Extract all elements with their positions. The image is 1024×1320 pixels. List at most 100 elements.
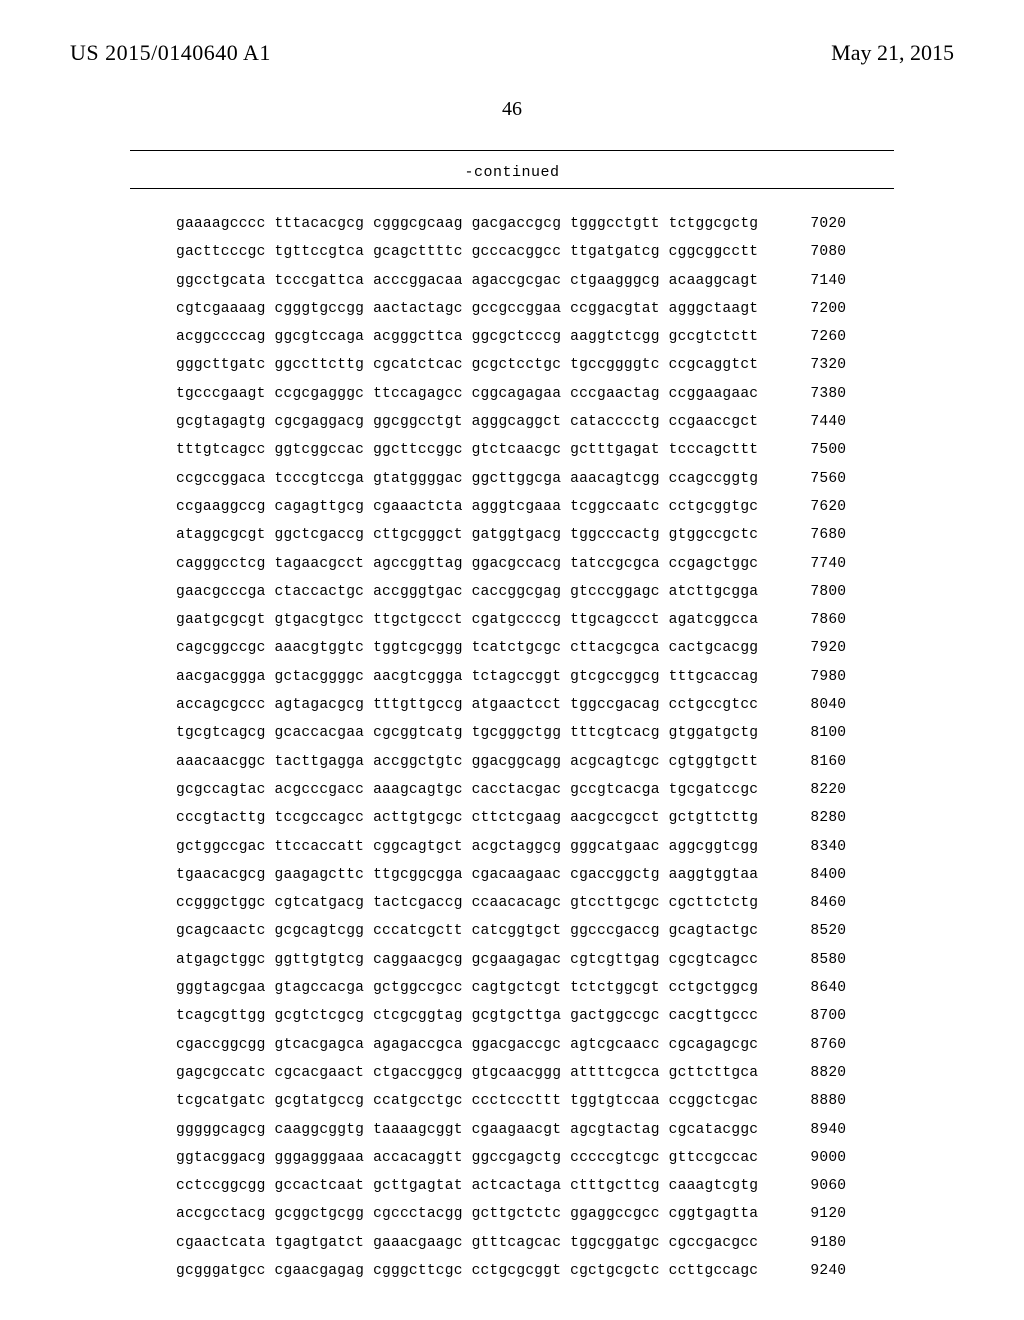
sequence-row: cgaccggcgg gtcacgagca agagaccgca ggacgac… xyxy=(176,1031,846,1059)
sequence-groups: ggtacggacg gggagggaaa accacaggtt ggccgag… xyxy=(176,1144,758,1172)
sequence-position: 8580 xyxy=(776,946,846,974)
sequence-groups: cgaccggcgg gtcacgagca agagaccgca ggacgac… xyxy=(176,1031,758,1059)
sequence-position: 7800 xyxy=(776,578,846,606)
sequence-groups: gagcgccatc cgcacgaact ctgaccggcg gtgcaac… xyxy=(176,1059,758,1087)
sequence-position: 7380 xyxy=(776,380,846,408)
sequence-groups: gaaaagcccc tttacacgcg cgggcgcaag gacgacc… xyxy=(176,210,758,238)
sequence-row: cagggcctcg tagaacgcct agccggttag ggacgcc… xyxy=(176,550,846,578)
sequence-groups: tttgtcagcc ggtcggccac ggcttccggc gtctcaa… xyxy=(176,436,758,464)
sequence-position: 7200 xyxy=(776,295,846,323)
sequence-row: ggcctgcata tcccgattca acccggacaa agaccgc… xyxy=(176,267,846,295)
sequence-position: 9000 xyxy=(776,1144,846,1172)
rule-top xyxy=(130,150,894,151)
sequence-groups: ccgaaggccg cagagttgcg cgaaactcta agggtcg… xyxy=(176,493,758,521)
sequence-position: 7260 xyxy=(776,323,846,351)
sequence-row: cgtcgaaaag cgggtgccgg aactactagc gccgccg… xyxy=(176,295,846,323)
sequence-position: 8220 xyxy=(776,776,846,804)
sequence-row: gcgggatgcc cgaacgagag cgggcttcgc cctgcgc… xyxy=(176,1257,846,1285)
sequence-groups: tgcgtcagcg gcaccacgaa cgcggtcatg tgcgggc… xyxy=(176,719,758,747)
sequence-row: ggtacggacg gggagggaaa accacaggtt ggccgag… xyxy=(176,1144,846,1172)
sequence-row: gggggcagcg caaggcggtg taaaagcggt cgaagaa… xyxy=(176,1116,846,1144)
sequence-position: 9120 xyxy=(776,1200,846,1228)
sequence-row: gcgtagagtg cgcgaggacg ggcggcctgt agggcag… xyxy=(176,408,846,436)
continued-label: -continued xyxy=(0,164,1024,181)
sequence-position: 7020 xyxy=(776,210,846,238)
sequence-groups: cgaactcata tgagtgatct gaaacgaagc gtttcag… xyxy=(176,1229,758,1257)
sequence-position: 7320 xyxy=(776,351,846,379)
sequence-row: accagcgccc agtagacgcg tttgttgccg atgaact… xyxy=(176,691,846,719)
sequence-groups: cccgtacttg tccgccagcc acttgtgcgc cttctcg… xyxy=(176,804,758,832)
sequence-position: 7560 xyxy=(776,465,846,493)
publication-number: US 2015/0140640 A1 xyxy=(70,40,271,66)
sequence-groups: gcgtagagtg cgcgaggacg ggcggcctgt agggcag… xyxy=(176,408,758,436)
sequence-position: 8640 xyxy=(776,974,846,1002)
sequence-groups: gaatgcgcgt gtgacgtgcc ttgctgccct cgatgcc… xyxy=(176,606,758,634)
sequence-groups: cctccggcgg gccactcaat gcttgagtat actcact… xyxy=(176,1172,758,1200)
sequence-groups: tcgcatgatc gcgtatgccg ccatgcctgc ccctccc… xyxy=(176,1087,758,1115)
sequence-row: ccgaaggccg cagagttgcg cgaaactcta agggtcg… xyxy=(176,493,846,521)
sequence-row: ccgggctggc cgtcatgacg tactcgaccg ccaacac… xyxy=(176,889,846,917)
sequence-row: cccgtacttg tccgccagcc acttgtgcgc cttctcg… xyxy=(176,804,846,832)
sequence-row: tttgtcagcc ggtcggccac ggcttccggc gtctcaa… xyxy=(176,436,846,464)
sequence-row: cagcggccgc aaacgtggtc tggtcgcggg tcatctg… xyxy=(176,634,846,662)
sequence-position: 8460 xyxy=(776,889,846,917)
sequence-row: tgcccgaagt ccgcgagggc ttccagagcc cggcaga… xyxy=(176,380,846,408)
sequence-position: 9060 xyxy=(776,1172,846,1200)
sequence-position: 7740 xyxy=(776,550,846,578)
sequence-position: 8040 xyxy=(776,691,846,719)
sequence-groups: gctggccgac ttccaccatt cggcagtgct acgctag… xyxy=(176,833,758,861)
sequence-row: atgagctggc ggttgtgtcg caggaacgcg gcgaaga… xyxy=(176,946,846,974)
sequence-row: gggcttgatc ggccttcttg cgcatctcac gcgctcc… xyxy=(176,351,846,379)
sequence-groups: gggggcagcg caaggcggtg taaaagcggt cgaagaa… xyxy=(176,1116,758,1144)
page: US 2015/0140640 A1 May 21, 2015 46 -cont… xyxy=(0,0,1024,1320)
sequence-groups: aaacaacggc tacttgagga accggctgtc ggacggc… xyxy=(176,748,758,776)
sequence-row: ataggcgcgt ggctcgaccg cttgcgggct gatggtg… xyxy=(176,521,846,549)
sequence-groups: accagcgccc agtagacgcg tttgttgccg atgaact… xyxy=(176,691,758,719)
sequence-row: gcgccagtac acgcccgacc aaagcagtgc cacctac… xyxy=(176,776,846,804)
sequence-position: 7620 xyxy=(776,493,846,521)
sequence-groups: gacttcccgc tgttccgtca gcagcttttc gcccacg… xyxy=(176,238,758,266)
sequence-groups: ggcctgcata tcccgattca acccggacaa agaccgc… xyxy=(176,267,758,295)
sequence-row: cctccggcgg gccactcaat gcttgagtat actcact… xyxy=(176,1172,846,1200)
sequence-row: gcagcaactc gcgcagtcgg cccatcgctt catcggt… xyxy=(176,917,846,945)
sequence-groups: gggcttgatc ggccttcttg cgcatctcac gcgctcc… xyxy=(176,351,758,379)
sequence-groups: tgcccgaagt ccgcgagggc ttccagagcc cggcaga… xyxy=(176,380,758,408)
sequence-groups: cagggcctcg tagaacgcct agccggttag ggacgcc… xyxy=(176,550,758,578)
sequence-groups: ataggcgcgt ggctcgaccg cttgcgggct gatggtg… xyxy=(176,521,758,549)
sequence-groups: gaacgcccga ctaccactgc accgggtgac caccggc… xyxy=(176,578,758,606)
sequence-position: 7440 xyxy=(776,408,846,436)
sequence-groups: cagcggccgc aaacgtggtc tggtcgcggg tcatctg… xyxy=(176,634,758,662)
sequence-position: 8340 xyxy=(776,833,846,861)
sequence-position: 7080 xyxy=(776,238,846,266)
sequence-row: gaaaagcccc tttacacgcg cgggcgcaag gacgacc… xyxy=(176,210,846,238)
sequence-row: tcgcatgatc gcgtatgccg ccatgcctgc ccctccc… xyxy=(176,1087,846,1115)
sequence-position: 8700 xyxy=(776,1002,846,1030)
sequence-position: 8280 xyxy=(776,804,846,832)
sequence-row: aaacaacggc tacttgagga accggctgtc ggacggc… xyxy=(176,748,846,776)
sequence-groups: atgagctggc ggttgtgtcg caggaacgcg gcgaaga… xyxy=(176,946,758,974)
sequence-listing: gaaaagcccc tttacacgcg cgggcgcaag gacgacc… xyxy=(176,210,846,1285)
sequence-row: cgaactcata tgagtgatct gaaacgaagc gtttcag… xyxy=(176,1229,846,1257)
sequence-position: 7140 xyxy=(776,267,846,295)
sequence-groups: tgaacacgcg gaagagcttc ttgcggcgga cgacaag… xyxy=(176,861,758,889)
sequence-groups: accgcctacg gcggctgcgg cgccctacgg gcttgct… xyxy=(176,1200,758,1228)
sequence-row: gacttcccgc tgttccgtca gcagcttttc gcccacg… xyxy=(176,238,846,266)
sequence-position: 8940 xyxy=(776,1116,846,1144)
sequence-groups: ccgccggaca tcccgtccga gtatggggac ggcttgg… xyxy=(176,465,758,493)
page-number: 46 xyxy=(0,98,1024,121)
sequence-groups: aacgacggga gctacggggc aacgtcggga tctagcc… xyxy=(176,663,758,691)
sequence-position: 7860 xyxy=(776,606,846,634)
sequence-row: tgaacacgcg gaagagcttc ttgcggcgga cgacaag… xyxy=(176,861,846,889)
sequence-groups: gggtagcgaa gtagccacga gctggccgcc cagtgct… xyxy=(176,974,758,1002)
sequence-groups: gcgggatgcc cgaacgagag cgggcttcgc cctgcgc… xyxy=(176,1257,758,1285)
sequence-position: 7680 xyxy=(776,521,846,549)
sequence-groups: cgtcgaaaag cgggtgccgg aactactagc gccgccg… xyxy=(176,295,758,323)
sequence-groups: ccgggctggc cgtcatgacg tactcgaccg ccaacac… xyxy=(176,889,758,917)
sequence-position: 8820 xyxy=(776,1059,846,1087)
sequence-row: gagcgccatc cgcacgaact ctgaccggcg gtgcaac… xyxy=(176,1059,846,1087)
sequence-row: acggccccag ggcgtccaga acgggcttca ggcgctc… xyxy=(176,323,846,351)
sequence-position: 8160 xyxy=(776,748,846,776)
sequence-row: tcagcgttgg gcgtctcgcg ctcgcggtag gcgtgct… xyxy=(176,1002,846,1030)
sequence-row: gaacgcccga ctaccactgc accgggtgac caccggc… xyxy=(176,578,846,606)
sequence-position: 7500 xyxy=(776,436,846,464)
